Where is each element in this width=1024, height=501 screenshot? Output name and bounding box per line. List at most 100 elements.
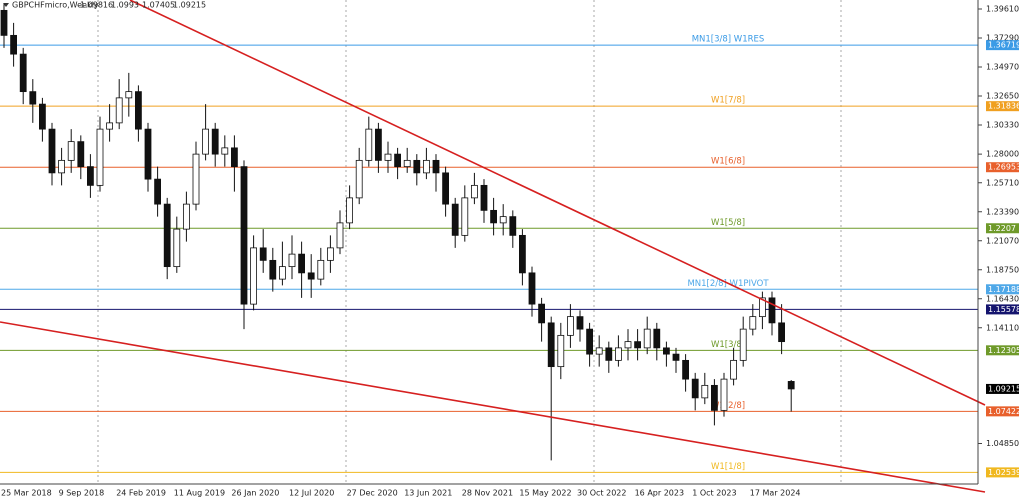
candle-body [586,328,593,355]
candle-body [336,222,344,249]
level-name: W1[2/8] [711,401,745,411]
level-value: 1.26953 [988,163,1021,172]
candle-body [720,378,728,411]
level-name: MN1[3/8] W1RES [692,35,765,45]
candle-body [106,122,113,130]
candle-body [672,353,680,361]
candle-body [547,322,555,368]
candle-body [278,266,286,280]
level-value: 1.31836 [988,102,1021,111]
level-name: W1[7/8] [711,96,745,106]
level-box [986,406,1019,417]
level-box [986,223,1019,234]
candle-body [134,91,142,130]
y-tick-label: 1.37290 [986,34,1019,43]
axis-labels: 1.39610 1.37290 1.34970 1.32650 1.30330 1.280… [1,5,1021,498]
candle-body [230,147,238,168]
price-box [986,383,1019,394]
y-tick-label: 1.04850 [986,439,1019,448]
x-tick-label: 26 Jan 2020 [231,489,279,498]
candle-body [653,328,661,349]
candle-body [432,159,440,174]
candle-body [413,159,421,174]
candle-body [730,359,737,380]
candle-body [154,178,162,205]
level-value: 1.2207 [988,224,1016,233]
candle-body [77,141,85,168]
candle-body [778,322,785,343]
candle-body [787,381,795,390]
candle-body [759,297,766,318]
level-box [986,284,1019,295]
header-close: 1.09215 [173,1,206,10]
candle-body [19,53,27,93]
candle-body [365,128,373,161]
candle-body [96,128,104,186]
candle-body [624,341,632,349]
x-tick-label: 12 Jul 2020 [289,489,334,498]
trend-line [129,0,986,406]
candle-body [519,234,526,274]
candle-body [490,209,498,224]
candle-body [326,247,334,261]
x-tick-label: 13 Jun 2021 [404,489,452,498]
candle-body [691,378,699,399]
candle-body [221,147,229,155]
candle-body [768,297,776,324]
candle-body [663,347,670,355]
candle-body [749,316,757,330]
trend-line [0,321,986,493]
x-tick-label: 1 Oct 2023 [692,489,736,498]
candle-body [182,203,190,230]
y-tick-label: 1.30330 [986,121,1019,130]
candle-body [259,247,267,261]
candle-body [528,272,536,305]
x-tick-label: 30 Oct 2022 [577,489,626,498]
candle-body [634,341,641,349]
level-name: W1[3/8] [711,340,745,350]
candle-body [269,259,277,280]
candle-body [211,128,219,155]
candle-body [605,347,613,361]
candle-body [576,316,584,330]
level-name: W1[6/8] [711,157,745,167]
symbol: GBPCHFmicro,Weekly [12,1,99,10]
candle-body [39,103,46,130]
level-value: 1.36719 [988,41,1021,50]
x-tick-label: 28 Nov 2021 [462,489,513,498]
candle-body [403,159,411,168]
level-name: W1[1/8] [711,462,745,472]
x-tick-label: 16 Apr 2023 [635,489,684,498]
y-tick-label: 1.25710 [986,178,1019,187]
x-tick-label: 24 Feb 2019 [116,489,166,498]
candle-body [595,347,603,355]
candle-body [87,166,94,186]
candle-body [67,141,75,161]
candle-body [509,216,517,236]
candle-body [557,334,565,368]
price-value: 1.09215 [988,384,1021,393]
candle-body [682,359,689,380]
candle-body [298,253,306,274]
candle-body [480,184,488,211]
x-tick-label: 15 May 2022 [519,489,571,498]
candle-body [442,172,450,205]
y-tick-label: 1.39610 [986,5,1019,14]
level-box [986,162,1019,173]
candle-body [451,203,459,236]
candle-body [317,259,325,280]
candle-body [307,272,315,280]
level-box [986,304,1019,315]
level-value: 1.12305 [988,346,1021,355]
candle-body [125,91,133,99]
candle-body [355,159,363,199]
menu-arrow[interactable] [3,3,9,7]
candle-body [346,197,354,224]
levels: MN1[3/8] W1RESW1[7/8]W1[6/8]W1[5/8]MN1[2… [0,35,978,473]
y-tick-label: 1.23390 [986,207,1019,216]
candle-body [739,328,747,361]
candle-body [394,153,402,168]
candle-body [288,253,296,268]
candle-body [144,128,152,180]
